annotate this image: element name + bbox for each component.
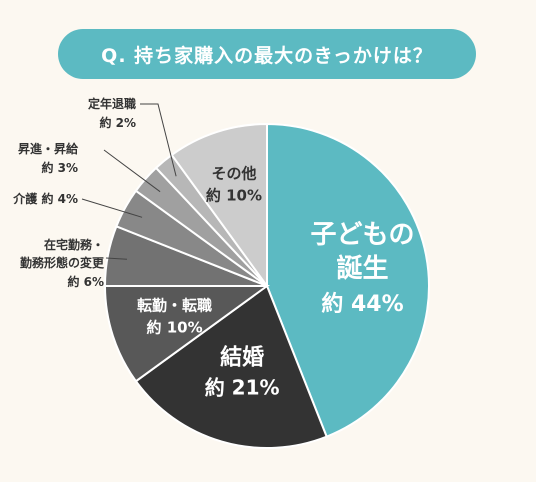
slice-label: 勤務形態の変更 xyxy=(20,255,105,270)
slice-label: 転勤・転職 xyxy=(137,296,212,314)
slice-label: 在宅勤務・ xyxy=(44,237,104,252)
slice-label: その他 xyxy=(211,165,256,183)
slice-label: 誕生 xyxy=(336,254,388,284)
pie-slices xyxy=(103,122,430,449)
slice-value-label: 約 10% xyxy=(206,187,262,205)
leader-line xyxy=(81,198,143,218)
leader-line xyxy=(105,257,128,260)
leader-line xyxy=(103,149,161,193)
slice-label: 子どもの xyxy=(310,220,414,250)
slice-value-label: 約 10% xyxy=(146,318,202,336)
slice-value-label: 約 21% xyxy=(205,375,280,399)
slice-value-label: 約 3% xyxy=(41,160,78,175)
slice-value-label: 約 2% xyxy=(99,115,136,130)
slice-label: 介護 約 4% xyxy=(12,191,78,206)
slice-label: 昇進・昇給 xyxy=(18,141,79,156)
slice-label: 定年退職 xyxy=(88,96,136,111)
title-banner: Q. 持ち家購入の最大のきっかけは？ xyxy=(58,29,476,79)
pie-slice xyxy=(103,285,271,383)
pie-slice xyxy=(134,284,328,449)
pie-slice xyxy=(266,122,430,438)
slice-value-label: 約 44% xyxy=(321,291,403,317)
pie-slice xyxy=(170,122,268,290)
leader-line xyxy=(140,103,177,177)
slice-value-label: 約 6% xyxy=(67,274,104,289)
slice-label: 結婚 xyxy=(220,344,264,370)
chart-title: Q. 持ち家購入の最大のきっかけは？ xyxy=(101,44,433,67)
